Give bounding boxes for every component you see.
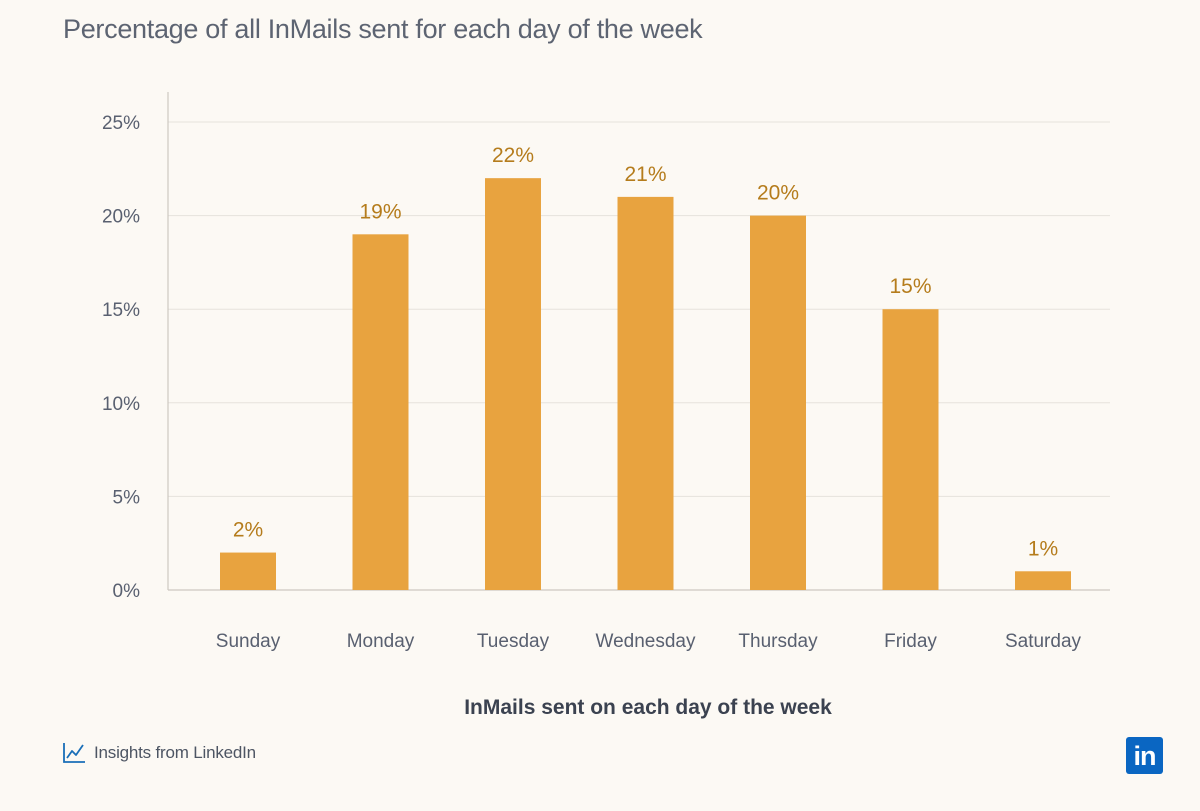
source-attribution: Insights from LinkedIn (62, 742, 256, 764)
category-label-monday: Monday (347, 631, 415, 652)
linkedin-logo: in (1126, 737, 1163, 774)
data-label-thursday: 20% (757, 182, 799, 205)
data-label-monday: 19% (359, 200, 401, 223)
y-tick-label: 20% (102, 207, 140, 228)
data-label-tuesday: 22% (492, 144, 534, 167)
data-label-wednesday: 21% (624, 163, 666, 186)
bar-saturday (1015, 571, 1071, 590)
category-label-tuesday: Tuesday (477, 631, 550, 652)
line-chart-icon (63, 743, 85, 763)
x-axis-categories: Sunday Monday Tuesday Wednesday Thursday Frid… (216, 631, 1082, 652)
bar-thursday (750, 215, 806, 590)
category-label-sunday: Sunday (216, 631, 281, 652)
data-label-saturday: 1% (1028, 537, 1058, 560)
data-label-sunday: 2% (233, 519, 263, 542)
y-tick-label: 15% (102, 300, 140, 321)
data-labels: 2% 19% 22% 21% 20% 15% 1% (233, 144, 1058, 560)
bar-wednesday (617, 196, 674, 590)
category-label-saturday: Saturday (1005, 631, 1082, 652)
data-label-friday: 15% (889, 275, 931, 298)
y-tick-label: 10% (102, 394, 140, 415)
category-label-friday: Friday (884, 631, 937, 652)
y-tick-label: 5% (113, 487, 141, 508)
chart-title: Percentage of all InMails sent for each … (63, 14, 703, 44)
bar-friday (882, 309, 939, 590)
bar-tuesday (485, 178, 541, 590)
bar-sunday (220, 552, 276, 590)
category-label-thursday: Thursday (738, 631, 818, 652)
y-axis-ticks: 0% 5% 10% 15% 20% 25% (102, 113, 140, 602)
bars (220, 178, 1071, 590)
x-axis-title: InMails sent on each day of the week (464, 696, 832, 719)
bar-monday (352, 234, 409, 590)
category-label-wednesday: Wednesday (596, 631, 696, 652)
y-tick-label: 25% (102, 113, 140, 134)
y-tick-label: 0% (113, 581, 141, 602)
source-text: Insights from LinkedIn (94, 743, 256, 762)
